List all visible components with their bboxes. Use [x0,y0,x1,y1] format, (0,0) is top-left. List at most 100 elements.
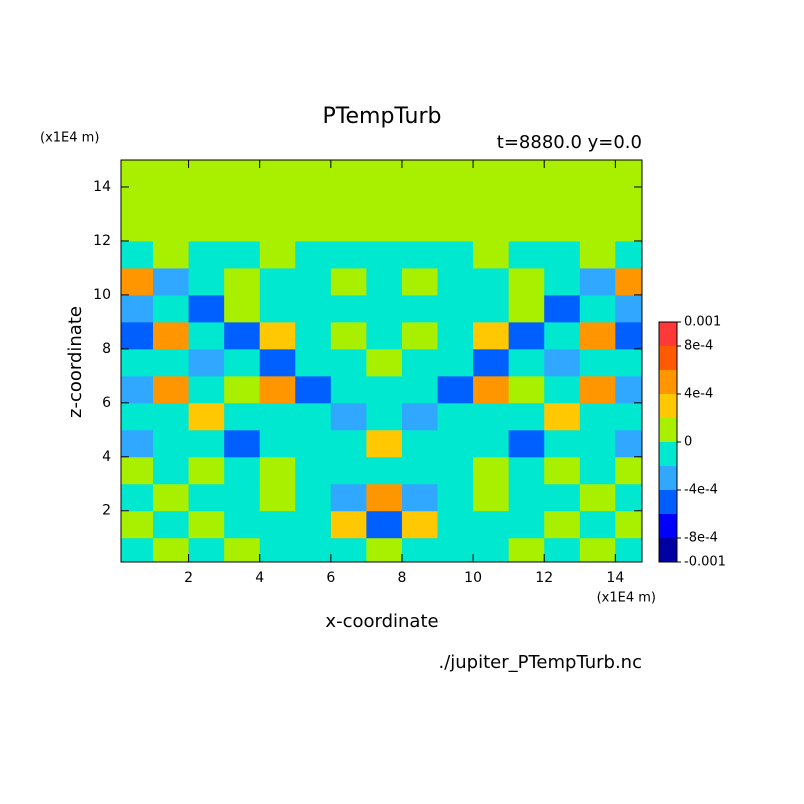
field-cell [544,213,581,242]
field-cell [473,160,510,188]
field-cell [259,160,296,188]
field-cell [437,267,474,296]
field-cell [121,294,154,323]
field-cell [259,267,296,296]
field-cell [330,240,367,269]
field-cell [473,186,510,215]
contour-field [121,160,642,562]
field-cell [366,348,403,377]
field-cell [259,186,296,215]
field-cell [295,429,332,458]
field-cell [401,294,439,323]
field-cell [188,429,225,458]
field-cell [153,294,190,323]
colorbar-band [659,322,677,346]
field-cell [401,213,439,242]
field-cell [259,294,296,323]
field-cell [330,294,367,323]
field-cell [153,537,190,562]
field-cell [330,429,367,458]
field-cell [330,537,367,562]
field-cell [188,321,225,350]
field-cell [188,375,225,404]
field-cell [295,240,332,269]
field-cell [544,348,581,377]
field-cell [473,267,510,296]
colorbar-band [659,418,677,442]
chart-subtitle: t=8880.0 y=0.0 [497,132,642,153]
field-cell [544,510,581,539]
field-cell [259,483,296,512]
field-cell [330,348,367,377]
field-cell [330,456,367,485]
field-cell [121,240,154,269]
field-cell [579,483,616,512]
field-cell [579,429,616,458]
field-cell [615,240,642,269]
field-cell [508,294,545,323]
field-cell [366,294,403,323]
field-cell [579,213,616,242]
field-cell [295,456,332,485]
field-cell [544,321,581,350]
field-cell [473,375,510,404]
colorbar-tick-label: 4e-4 [684,387,713,402]
colorbar-tick-label: 8e-4 [684,339,713,354]
field-cell [366,375,403,404]
field-cell [121,267,154,296]
field-cell [188,213,225,242]
field-cell [224,267,261,296]
field-cell [508,186,545,215]
field-cell [508,321,545,350]
field-cell [544,375,581,404]
field-cell [615,213,642,242]
y-tick-label: 14 [93,179,111,195]
field-cell [295,267,332,296]
field-cell [401,267,439,296]
field-cell [544,402,581,431]
field-cell [366,321,403,350]
field-cell [401,402,439,431]
field-cell [366,160,403,188]
field-cell [366,483,403,512]
field-cell [366,213,403,242]
field-cell [544,267,581,296]
field-cell [437,456,474,485]
field-cell [259,321,296,350]
field-cell [579,402,616,431]
chart-title: PTempTurb [323,104,442,129]
x-tick-label: 2 [184,570,193,586]
field-cell [366,429,403,458]
field-cell [579,456,616,485]
field-cell [259,429,296,458]
field-cell [401,321,439,350]
field-cell [188,240,225,269]
colorbar-band [659,370,677,394]
field-cell [508,240,545,269]
x-unit-label: (x1E4 m) [597,591,656,606]
field-cell [153,510,190,539]
field-cell [121,510,154,539]
colorbar-tick-label: -8e-4 [684,531,718,546]
field-cell [121,375,154,404]
field-cell [401,240,439,269]
field-cell [259,240,296,269]
field-cell [121,321,154,350]
field-cell [508,510,545,539]
field-cell [259,402,296,431]
field-cell [121,429,154,458]
field-cell [508,213,545,242]
field-cell [473,483,510,512]
field-cell [437,240,474,269]
y-axis-label: z-coordinate [65,306,86,418]
y-tick-label: 2 [102,503,111,519]
field-cell [188,537,225,562]
field-cell [188,510,225,539]
field-cell [366,456,403,485]
field-cell [188,267,225,296]
field-cell [121,186,154,215]
field-cell [544,456,581,485]
field-cell [224,186,261,215]
field-cell [188,456,225,485]
